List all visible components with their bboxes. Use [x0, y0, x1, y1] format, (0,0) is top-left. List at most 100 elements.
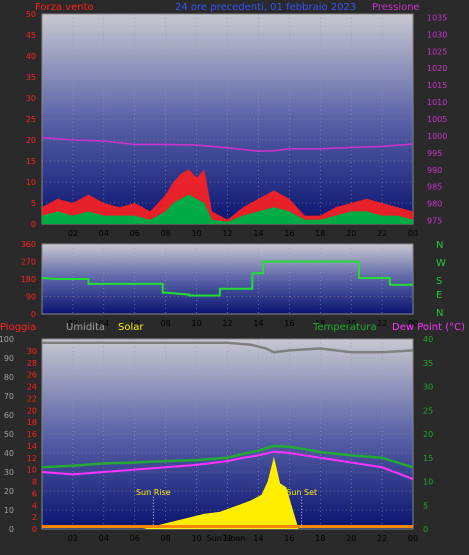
p1-left-tick: 10	[26, 178, 36, 187]
temperature-label: Temperatura	[312, 322, 377, 333]
p3-humidity-tick: 70	[4, 392, 14, 401]
p1-left-tick: 5	[31, 199, 36, 208]
wind-average-area	[42, 194, 413, 224]
p1-left-tick: 40	[26, 52, 36, 61]
p1-x-tick: 18	[315, 229, 325, 238]
p1-right-tick: 995	[427, 149, 442, 158]
p2-x-tick: 10	[191, 319, 201, 328]
p3-humidity-tick: 30	[4, 468, 14, 477]
p1-left-tick: 30	[26, 94, 36, 103]
p3-rain-tick: 10	[27, 466, 37, 475]
humidity-label: Umidita	[66, 322, 105, 333]
p2-x-tick: 14	[253, 319, 263, 328]
p2-x-tick: 06	[130, 319, 140, 328]
p2-x-tick: 04	[99, 319, 109, 328]
p3-humidity-tick: 0	[9, 525, 14, 534]
wind-pressure-panel: 0510152025303540455097598098599099510001…	[26, 10, 448, 238]
p3-humidity-tick: 100	[0, 335, 14, 344]
header-period-label: 24 ore precedenti, 01 febbraio 2023	[175, 2, 356, 13]
p3-right-tick: 5	[423, 501, 428, 510]
p1-right-tick: 1015	[427, 81, 447, 90]
rain-label: Pioggia	[0, 322, 36, 333]
dewpoint-line	[41, 450, 414, 481]
temperature-line	[41, 444, 414, 469]
p3-right-tick: 35	[423, 359, 433, 368]
p1-right-tick: 1035	[427, 13, 447, 22]
solar-area	[142, 456, 299, 529]
p3-humidity-tick: 20	[4, 487, 14, 496]
p1-x-tick: 04	[99, 229, 109, 238]
p3-humidity-tick: 90	[4, 354, 14, 363]
p3-right-tick: 20	[423, 430, 433, 439]
p3-rain-tick: 0	[32, 525, 37, 534]
p3-rain-tick: 4	[32, 501, 37, 510]
p3-x-tick: 20	[346, 534, 356, 543]
p3-right-tick: 0	[423, 525, 428, 534]
wind-direction-line	[41, 260, 413, 297]
p2-x-tick: 12	[222, 319, 232, 328]
solar-noon-label: Sun Noon	[207, 534, 246, 543]
pressure-line	[41, 136, 414, 153]
rain-baseline	[42, 525, 413, 528]
p3-humidity-tick: 80	[4, 373, 14, 382]
wind-direction-panel: 0 90 180 270 360 02 04 06 08 10 12 14 16 18 20 22 00	[21, 240, 418, 328]
compass-w: W	[436, 258, 446, 269]
compass-n-top: N	[436, 240, 443, 251]
p3-rain-tick: 14	[27, 442, 37, 451]
humidity-line	[42, 341, 414, 354]
p3-rain-tick: 18	[27, 418, 37, 427]
p3-x-tick: 00	[408, 534, 418, 543]
p1-right-tick: 1020	[427, 64, 447, 73]
p1-x-tick: 02	[68, 229, 78, 238]
p3-x-tick: 10	[191, 534, 201, 543]
p1-x-tick: 22	[377, 229, 387, 238]
p3-rain-tick: 24	[27, 383, 37, 392]
p1-x-tick: 14	[253, 229, 263, 238]
p1-right-tick: 1000	[427, 132, 447, 141]
p1-left-tick: 45	[26, 31, 36, 40]
p1-right-tick: 990	[427, 166, 442, 175]
dewpoint-label: Dew Point (°C)	[392, 322, 465, 333]
p2-left-tick: 360	[21, 240, 36, 249]
p2-left-tick: 90	[26, 293, 36, 302]
p2-left-tick: 270	[21, 258, 36, 267]
p1-x-tick: 16	[284, 229, 294, 238]
p1-right-tick: 1005	[427, 115, 447, 124]
p2-x-tick: 08	[161, 319, 171, 328]
p2-x-tick: 22	[377, 319, 387, 328]
p2-x-tick: 02	[68, 319, 78, 328]
p3-rain-tick: 8	[32, 478, 37, 487]
p1-x-tick: 10	[191, 229, 201, 238]
p1-right-tick: 1010	[427, 98, 447, 107]
p3-right-tick: 10	[423, 478, 433, 487]
temp-humidity-panel: 0102030405060708090100024681012141618202…	[0, 335, 433, 543]
p3-humidity-tick: 10	[4, 506, 14, 515]
p3-rain-tick: 6	[32, 489, 37, 498]
p2-left-tick: 0	[31, 310, 36, 319]
p3-right-tick: 15	[423, 454, 433, 463]
pressure-label: Pressione	[372, 2, 420, 13]
p3-humidity-tick: 60	[4, 411, 14, 420]
sunset-label: Sun Set	[286, 488, 317, 497]
p3-right-tick: 40	[423, 335, 433, 344]
p3-humidity-tick: 50	[4, 430, 14, 439]
p3-x-tick: 06	[130, 534, 140, 543]
p1-left-tick: 50	[26, 10, 36, 19]
p1-right-tick: 980	[427, 200, 442, 209]
p2-plot-area	[42, 244, 413, 314]
p1-left-tick: 25	[26, 115, 36, 124]
p3-rain-tick: 20	[27, 406, 37, 415]
p3-rain-tick: 16	[27, 430, 37, 439]
p3-x-tick: 02	[68, 534, 78, 543]
sunrise-label: Sun Rise	[136, 488, 171, 497]
p2-x-tick: 00	[408, 319, 418, 328]
p1-right-tick: 975	[427, 217, 442, 226]
p1-right-tick: 1030	[427, 30, 447, 39]
p1-x-tick: 12	[222, 229, 232, 238]
p2-x-tick: 20	[346, 319, 356, 328]
p1-left-tick: 35	[26, 73, 36, 82]
solar-label: Solar	[118, 322, 144, 333]
p3-rain-tick: 28	[27, 359, 37, 368]
p1-left-tick: 20	[26, 136, 36, 145]
